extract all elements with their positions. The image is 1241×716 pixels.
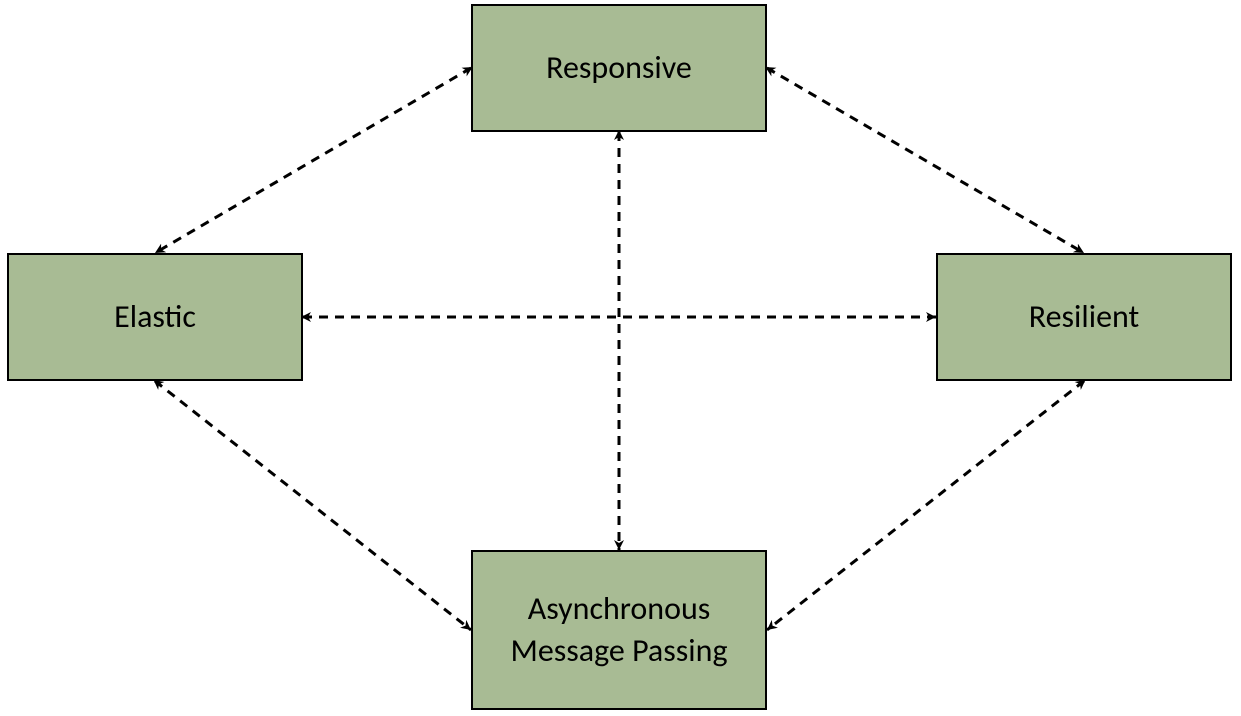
diagram-node-top: Responsive: [471, 4, 767, 132]
diagram-node-right: Resilient: [936, 253, 1232, 381]
diagram-container: Responsive Elastic Resilient Asynchronous M…: [0, 0, 1241, 716]
node-label: Asynchronous Message Passing: [481, 588, 757, 671]
diagram-edge: [767, 68, 1084, 253]
node-label: Responsive: [546, 47, 692, 89]
node-label: Resilient: [1029, 296, 1139, 338]
diagram-node-bottom: Asynchronous Message Passing: [471, 550, 767, 710]
diagram-node-left: Elastic: [7, 253, 303, 381]
diagram-edge: [155, 381, 471, 630]
diagram-edge: [155, 68, 471, 253]
diagram-edge: [767, 381, 1084, 630]
node-label: Elastic: [114, 296, 196, 338]
